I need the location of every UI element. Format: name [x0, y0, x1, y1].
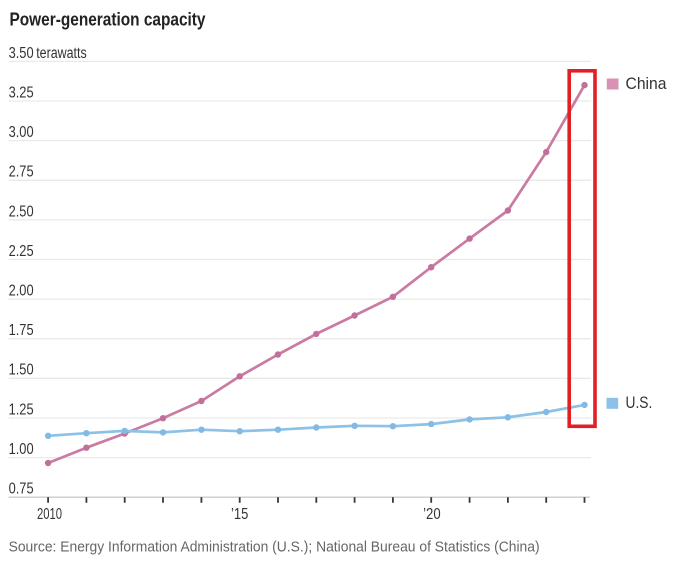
svg-text:2.00: 2.00 [9, 283, 34, 300]
svg-text:2.75: 2.75 [9, 164, 34, 181]
svg-text:1.50: 1.50 [9, 362, 34, 379]
svg-text:1.25: 1.25 [9, 401, 34, 418]
svg-text:’15: ’15 [231, 506, 248, 523]
svg-text:2.50: 2.50 [9, 203, 34, 220]
svg-text:1.75: 1.75 [9, 322, 34, 339]
svg-text:China: China [626, 75, 668, 93]
svg-text:2010: 2010 [37, 506, 62, 523]
svg-text:U.S.: U.S. [626, 394, 653, 412]
svg-text:Power-generation capacity: Power-generation capacity [10, 10, 206, 30]
svg-text:’20: ’20 [423, 506, 441, 523]
svg-text:Source: Energy Information Adm: Source: Energy Information Administratio… [9, 539, 540, 555]
svg-text:2.25: 2.25 [9, 243, 34, 260]
svg-text:3.25: 3.25 [9, 84, 34, 101]
svg-text:0.75: 0.75 [9, 481, 34, 498]
svg-text:1.00: 1.00 [9, 441, 34, 458]
svg-text:3.00: 3.00 [9, 124, 34, 141]
